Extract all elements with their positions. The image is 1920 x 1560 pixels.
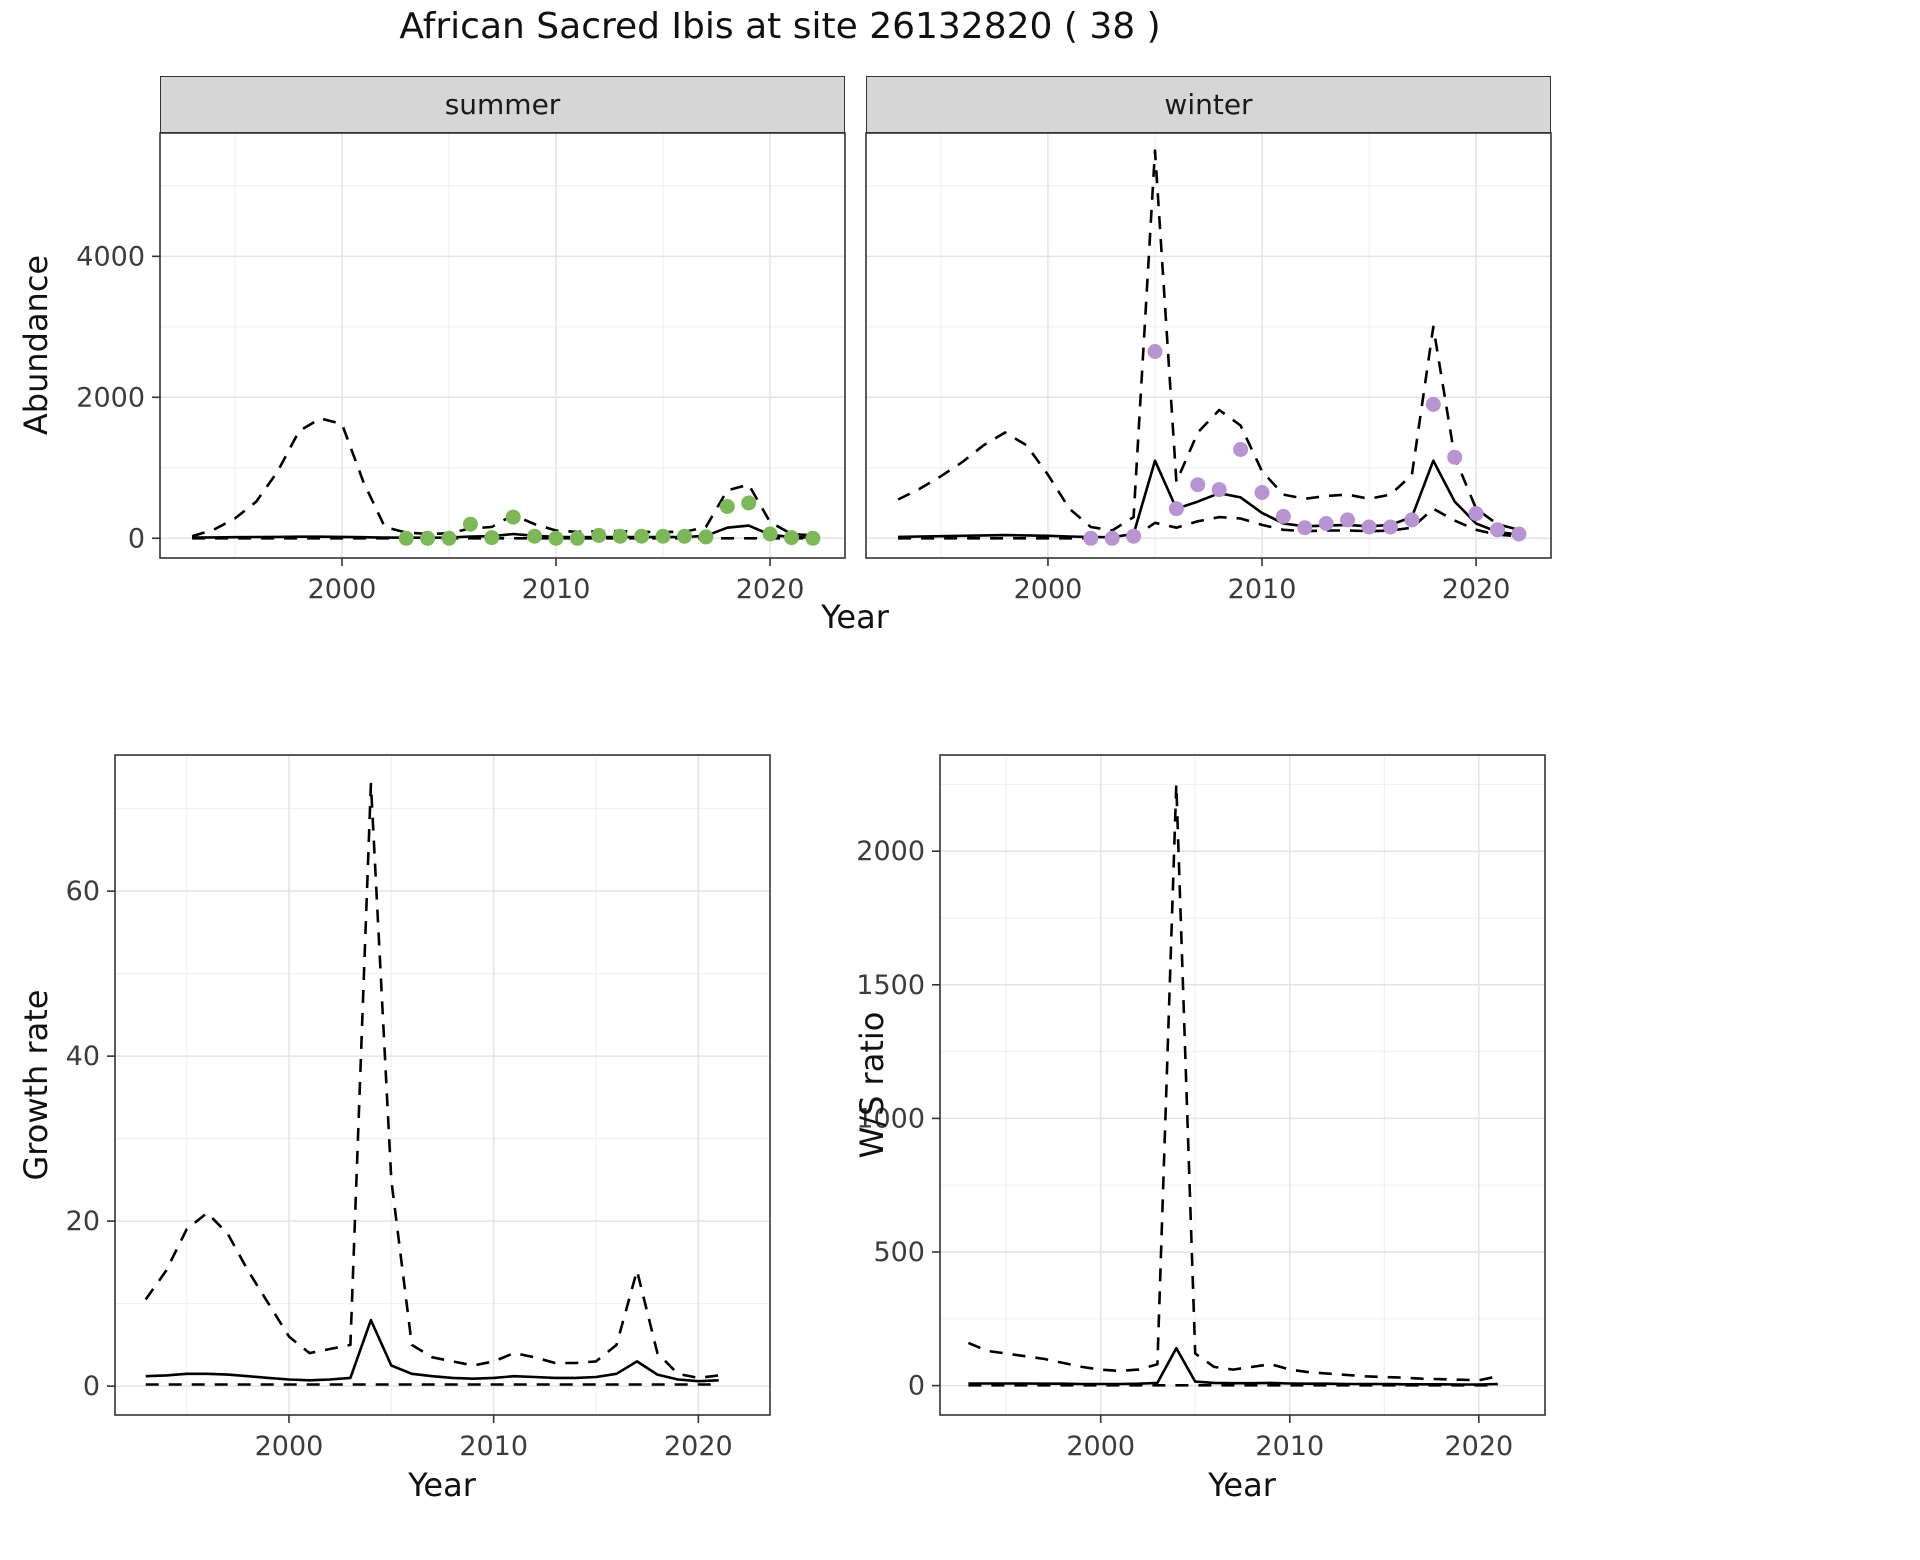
svg-text:0: 0 [83, 1371, 100, 1402]
svg-text:2010: 2010 [1228, 574, 1297, 605]
svg-text:4000: 4000 [76, 241, 145, 272]
svg-text:2000: 2000 [76, 382, 145, 413]
svg-text:2010: 2010 [1255, 1431, 1324, 1462]
svg-text:2010: 2010 [522, 574, 591, 605]
x-axis-title-year-ws: Year [1208, 1466, 1276, 1504]
svg-text:2000: 2000 [856, 836, 925, 867]
svg-text:2020: 2020 [1442, 574, 1511, 605]
y-axis-title-ws-ratio: W/S ratio [853, 1011, 891, 1159]
x-axis-title-year-growth: Year [408, 1466, 476, 1504]
svg-text:2020: 2020 [1444, 1431, 1513, 1462]
svg-text:40: 40 [66, 1041, 100, 1072]
y-axis-title-growth-rate: Growth rate [17, 989, 55, 1181]
svg-text:2000: 2000 [1066, 1431, 1135, 1462]
svg-text:500: 500 [873, 1237, 925, 1268]
svg-text:1000: 1000 [856, 1103, 925, 1134]
y-axis-title-abundance: Abundance [17, 254, 55, 436]
svg-text:0: 0 [908, 1371, 925, 1402]
svg-text:2010: 2010 [459, 1431, 528, 1462]
svg-text:2000: 2000 [308, 574, 377, 605]
x-axis-title-year-top: Year [821, 598, 889, 636]
chart-title: African Sacred Ibis at site 26132820 ( 3… [399, 6, 1161, 47]
svg-text:2020: 2020 [664, 1431, 733, 1462]
svg-text:1500: 1500 [856, 970, 925, 1001]
svg-text:2020: 2020 [736, 574, 805, 605]
svg-text:0: 0 [128, 523, 145, 554]
svg-text:60: 60 [66, 876, 100, 907]
svg-text:2000: 2000 [255, 1431, 324, 1462]
facet-label-winter: winter [866, 76, 1551, 133]
svg-text:20: 20 [66, 1206, 100, 1237]
svg-text:2000: 2000 [1014, 574, 1083, 605]
facet-label-summer: summer [160, 76, 845, 133]
